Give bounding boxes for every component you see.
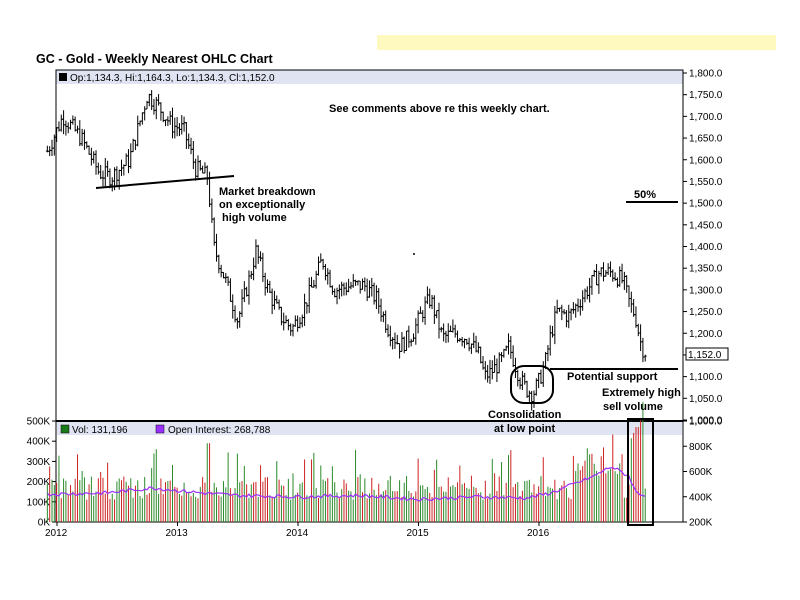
price-tick-label: 1,550.0 — [689, 177, 723, 188]
support-trendline — [95, 175, 235, 189]
oi-tick-label: 600K — [689, 467, 713, 478]
price-tick-label: 1,500.0 — [689, 199, 723, 210]
stray-dot — [413, 253, 415, 255]
x-tick-label: 2013 — [166, 528, 189, 539]
volume-bars — [46, 401, 646, 522]
open-interest-path — [46, 467, 646, 502]
volume-tick-label: 300K — [27, 457, 51, 468]
price-tick-label: 1,050.0 — [689, 394, 723, 405]
note-fifty: 50% — [634, 189, 656, 201]
price-legend-swatch — [59, 73, 67, 81]
last-price-label: 1,152.0 — [688, 350, 722, 361]
price-tick-label: 1,600.0 — [689, 155, 723, 166]
x-tick-label: 2016 — [527, 528, 550, 539]
volume-legend-swatch — [60, 424, 70, 434]
volume-tick-label: 400K — [27, 437, 51, 448]
oi-tick-label: 200K — [689, 518, 713, 529]
price-tick-label: 1,100.0 — [689, 372, 723, 383]
oi-tick-label: 800K — [689, 442, 713, 453]
consolidation-circle — [510, 365, 554, 404]
price-axis: 1,000.01,050.01,100.01,150.01,200.01,250… — [683, 69, 723, 427]
volume-legend-strip — [57, 422, 682, 435]
volume-tick-label: 500K — [27, 417, 51, 428]
x-axis: 2012 2013 2014 2015 2016 — [45, 522, 550, 539]
x-tick-label: 2014 — [286, 528, 309, 539]
note-sell-1: Extremely high — [602, 387, 681, 399]
price-legend: Op:1,134.3, Hi:1,164.3, Lo:1,134.3, Cl:1… — [70, 73, 275, 84]
open-interest-line — [46, 467, 646, 502]
price-tick-label: 1,300.0 — [689, 285, 723, 296]
volume-tick-label: 200K — [27, 477, 51, 488]
price-legend-strip — [56, 70, 683, 84]
price-tick-label: 1,250.0 — [689, 307, 723, 318]
oi-legend: Open Interest: 268,788 — [168, 425, 271, 436]
price-tick-label: 1,400.0 — [689, 242, 723, 253]
volume-axis: 0K 100K 200K 300K 400K 500K — [27, 417, 56, 529]
note-breakdown-3: high volume — [222, 212, 287, 224]
note-comments: See comments above re this weekly chart. — [329, 103, 550, 115]
price-tick-label: 1,450.0 — [689, 220, 723, 231]
price-tick-label: 1,800.0 — [689, 69, 723, 80]
price-tick-label: 1,200.0 — [689, 329, 723, 340]
price-tick-label: 1,700.0 — [689, 112, 723, 123]
x-tick-label: 2012 — [45, 528, 68, 539]
x-tick-label: 2015 — [407, 528, 430, 539]
note-consolidation-1: Consolidation — [488, 409, 562, 421]
price-bars — [45, 90, 647, 411]
note-sell-2: sell volume — [603, 401, 663, 413]
price-tick-label: 1,350.0 — [689, 264, 723, 275]
volume-tick-label: 100K — [27, 497, 51, 508]
oi-legend-swatch — [155, 424, 165, 434]
price-tick-label: 1,650.0 — [689, 134, 723, 145]
oi-tick-label: 1,000.0 — [689, 417, 723, 428]
note-consolidation-2: at low point — [494, 423, 555, 435]
volume-tick-label: 0K — [38, 518, 51, 529]
volume-legend: Vol: 131,196 — [72, 425, 128, 436]
last-price-box — [685, 347, 729, 361]
oi-axis: 200K 400K 600K 800K 1,000.0 — [683, 417, 723, 529]
price-tick-label: 1,000.0 — [689, 416, 723, 427]
note-breakdown-2: on exceptionally — [219, 199, 306, 211]
sell-volume-box — [627, 418, 654, 526]
note-breakdown-1: Market breakdown — [219, 186, 316, 198]
highlight-box — [377, 35, 776, 50]
note-support: Potential support — [567, 371, 658, 383]
price-tick-label: 1,750.0 — [689, 90, 723, 101]
oi-tick-label: 400K — [689, 492, 713, 503]
chart-title: GC - Gold - Weekly Nearest OHLC Chart — [36, 52, 273, 66]
